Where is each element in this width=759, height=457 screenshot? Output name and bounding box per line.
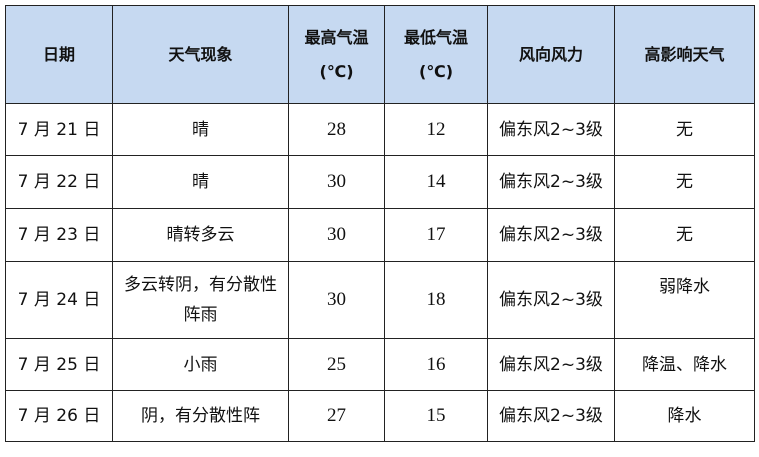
header-weather: 天气现象 <box>112 5 289 104</box>
table-row: 7 月 23 日晴转多云 30 17 偏东风2~3级无 <box>5 208 755 262</box>
date-cell: 7 月 26 日 <box>5 390 113 442</box>
table-row: 7 月 22 日晴 30 14 偏东风2~3级无 <box>5 155 755 209</box>
header-low-unit: (℃) <box>419 61 453 81</box>
header-impact: 高影响天气 <box>614 5 755 104</box>
low-temp-cell: 18 <box>384 261 488 339</box>
impact-cell: 降温、降水 <box>614 338 755 391</box>
wind-cell: 偏东风2~3级 <box>487 338 615 391</box>
high-temp-cell: 27 <box>288 390 385 442</box>
low-temp-cell: 12 <box>384 103 488 156</box>
impact-cell: 无 <box>614 155 755 209</box>
date-cell: 7 月 23 日 <box>5 208 113 262</box>
header-date: 日期 <box>5 5 113 104</box>
weather-cell: 阴，有分散性阵 <box>112 390 289 442</box>
table-row: 7 月 25 日小雨 25 16 偏东风2~3级 降温、降水 <box>5 338 755 391</box>
low-temp-cell: 16 <box>384 338 488 391</box>
impact-cell: 降水 <box>614 390 755 442</box>
high-temp-cell: 30 <box>288 208 385 262</box>
header-high: 最高气温 (℃) <box>288 5 385 104</box>
low-temp-cell: 17 <box>384 208 488 262</box>
wind-cell: 偏东风2~3级 <box>487 390 615 442</box>
wind-cell: 偏东风2~3级 <box>487 261 615 339</box>
weather-cell: 多云转阴，有分散性阵雨 <box>112 261 289 339</box>
date-cell: 7 月 22 日 <box>5 155 113 209</box>
wind-cell: 偏东风2~3级 <box>487 155 615 209</box>
low-temp-cell: 14 <box>384 155 488 209</box>
date-cell: 7 月 24 日 <box>5 261 113 339</box>
impact-cell: 无 <box>614 103 755 156</box>
high-temp-cell: 25 <box>288 338 385 391</box>
weather-cell: 小雨 <box>112 338 289 391</box>
date-cell: 7 月 21 日 <box>5 103 113 156</box>
header-wind: 风向风力 <box>487 5 615 104</box>
high-temp-cell: 30 <box>288 261 385 339</box>
table-row: 7 月 21 日晴 28 12 偏东风2~3级无 <box>5 103 755 156</box>
high-temp-cell: 30 <box>288 155 385 209</box>
header-high-label: 最高气温 <box>304 27 369 47</box>
date-cell: 7 月 25 日 <box>5 338 113 391</box>
header-low-label: 最低气温 <box>403 27 468 47</box>
high-temp-cell: 28 <box>288 103 385 156</box>
impact-cell: 无 <box>614 208 755 262</box>
wind-cell: 偏东风2~3级 <box>487 103 615 156</box>
table-row: 7 月 26 日阴，有分散性阵 27 15 偏东风2~3级 降水 <box>5 390 755 442</box>
wind-cell: 偏东风2~3级 <box>487 208 615 262</box>
weather-cell: 晴 <box>112 103 289 156</box>
weather-cell: 晴转多云 <box>112 208 289 262</box>
low-temp-cell: 15 <box>384 390 488 442</box>
impact-cell: 弱降水 <box>614 261 755 339</box>
weather-cell: 晴 <box>112 155 289 209</box>
weather-forecast-table: 日期 天气现象 最高气温 (℃) 最低气温 (℃) 风向风力 高影响天气 7 月 2… <box>5 5 755 442</box>
header-high-unit: (℃) <box>319 61 354 81</box>
header-row: 日期 天气现象 最高气温 (℃) 最低气温 (℃) 风向风力 高影响天气 <box>5 5 755 104</box>
table-row: 7 月 24 日多云转阴，有分散性阵雨 30 18 偏东风2~3级 弱降水 <box>5 261 755 339</box>
header-low: 最低气温 (℃) <box>384 5 488 104</box>
